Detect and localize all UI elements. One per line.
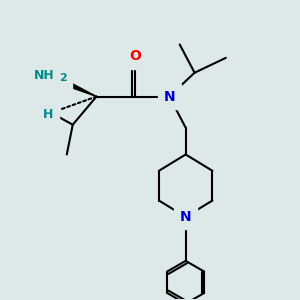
Text: H: H [43,108,53,121]
Text: NH: NH [34,69,55,82]
Text: O: O [129,50,141,63]
Text: N: N [164,89,175,103]
Text: 2: 2 [59,73,67,83]
Text: N: N [180,210,191,224]
Polygon shape [58,77,97,97]
